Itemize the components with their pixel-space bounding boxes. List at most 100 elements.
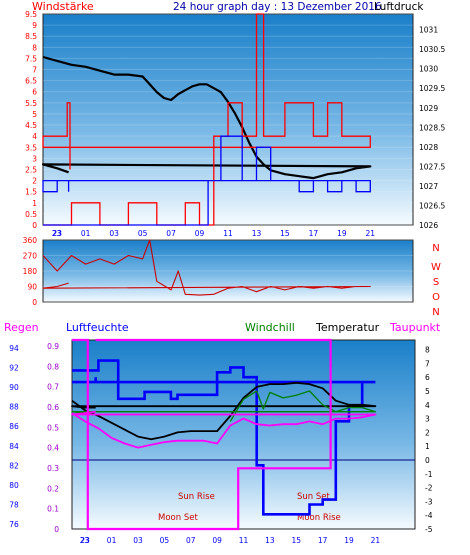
direction-letter-label: N <box>432 307 439 318</box>
wind-tick-label: 7 <box>32 66 37 75</box>
temp-tick-label: -2 <box>425 484 433 493</box>
humidity-tick-label: 92 <box>9 363 19 372</box>
wind-tick-label: 5 <box>32 110 37 119</box>
humidity-tick-label: 80 <box>9 481 19 490</box>
direction-letter-label: N <box>432 243 439 254</box>
rain-tick-label: 0.4 <box>47 444 59 453</box>
wind-tick-label: 5.5 <box>25 99 37 108</box>
chart-title: 24 hour graph day : 13 Dezember 2016 <box>173 1 382 13</box>
wind-direction-line <box>42 239 371 296</box>
temp-tick-label: 8 <box>425 346 430 355</box>
x-tick-label-panel1: 03 <box>109 229 119 238</box>
temp-tick-label: -4 <box>425 511 433 520</box>
dewpoint-line <box>71 410 377 449</box>
pressure-tick-label: 1028.5 <box>419 123 445 132</box>
x-tick-label-panel3: 21 <box>371 536 381 545</box>
wind-tick-label: 3.5 <box>25 143 37 152</box>
pressure-line <box>41 55 372 180</box>
x-tick-label-panel1: 05 <box>138 229 148 238</box>
rain-tick-label: 0.5 <box>47 423 59 432</box>
temperature-label: Temperatur <box>315 321 380 334</box>
x-tick-label-panel3: 13 <box>265 536 275 545</box>
wind-tick-label: 9 <box>32 21 37 30</box>
x-tick-label-panel3: 23 <box>80 536 90 545</box>
x-tick-label-panel1: 19 <box>337 229 347 238</box>
wind-tick-label: 4 <box>32 132 37 141</box>
wind-tick-label: 3 <box>32 154 37 163</box>
wind-tick-label: 6 <box>32 88 37 97</box>
temp-tick-label: 5 <box>425 387 430 396</box>
direction-tick-label: 360 <box>23 236 38 245</box>
x-tick-label-panel3: 07 <box>186 536 196 545</box>
direction-letter-label: S <box>433 277 439 288</box>
x-tick-label-panel1: 01 <box>81 229 91 238</box>
pressure-tick-label: 1031 <box>419 26 438 35</box>
pressure-axis-label: Luftdruck <box>374 1 424 13</box>
x-tick-label-panel3: 19 <box>344 536 354 545</box>
humidity-tick-label: 88 <box>9 403 19 412</box>
moon-rise-annotation: Moon Rise <box>297 513 341 523</box>
wind-tick-label: 0 <box>32 221 37 230</box>
pressure-tick-label: 1030.5 <box>419 45 445 54</box>
x-tick-label-panel3: 01 <box>107 536 117 545</box>
humidity-tick-label: 78 <box>9 501 19 510</box>
direction-tick-label: 270 <box>23 252 38 261</box>
x-tick-label-panel1: 15 <box>280 229 290 238</box>
x-tick-label-panel1: 13 <box>252 229 262 238</box>
pressure-tick-label: 1026.5 <box>419 201 445 210</box>
direction-letter-label: O <box>432 292 440 303</box>
x-tick-label-panel3: 09 <box>212 536 222 545</box>
x-tick-label-panel3: 23 <box>80 536 90 545</box>
x-tick-label-panel1: 09 <box>195 229 205 238</box>
x-tick-label-panel1: 21 <box>366 229 376 238</box>
x-tick-label-panel1: 17 <box>309 229 319 238</box>
humidity-tick-label: 90 <box>9 383 19 392</box>
wind-tick-label: 7.5 <box>25 54 37 63</box>
temp-tick-label: 2 <box>425 428 430 437</box>
pressure-tick-label: 1028 <box>419 143 438 152</box>
wind-tick-label: 2 <box>32 177 37 186</box>
wind-axis-label: Windstärke <box>32 0 94 13</box>
wind-tick-label: 8 <box>32 43 37 52</box>
series-layer <box>41 13 377 531</box>
x-tick-label-panel3: 03 <box>133 536 143 545</box>
temp-tick-label: -1 <box>425 470 433 479</box>
temp-tick-label: 0 <box>425 456 430 465</box>
rain-tick-label: 0.2 <box>47 484 59 493</box>
sun-rise-annotation: Sun Rise <box>178 492 215 502</box>
x-tick-label-panel3: 11 <box>239 536 249 545</box>
daylight-step-line <box>72 338 332 531</box>
humidity-tick-label: 84 <box>9 442 19 451</box>
rain-tick-label: 0 <box>54 525 59 534</box>
humidity-tick-label: 76 <box>9 520 19 529</box>
direction-tick-label: 0 <box>32 298 37 307</box>
temp-tick-label: 3 <box>425 415 430 424</box>
temp-tick-label: 7 <box>425 359 430 368</box>
moon-set-annotation: Moon Set <box>158 513 198 523</box>
rain-tick-label: 0.8 <box>47 362 59 371</box>
tick-labels-layer: 0 0.5 1 1.5 2 2.5 3 3.5 4 4.5 5 5.5 6 6.5 7 7.5 8 8.5 9 9.5… <box>9 10 445 545</box>
windchill-line <box>71 390 377 422</box>
wind-tick-label: 2.5 <box>25 165 37 174</box>
direction-tick-label: 180 <box>23 267 38 276</box>
rain-tick-label: 0.9 <box>47 342 59 351</box>
sun-set-annotation: Sun Set <box>297 492 330 502</box>
wind-tick-label: 1.5 <box>25 188 37 197</box>
wind-tick-label: 0.5 <box>25 210 37 219</box>
humidity-tick-label: 86 <box>9 422 19 431</box>
humidity-label: Luftfeuchte <box>66 321 129 334</box>
pressure-tick-label: 1027.5 <box>419 162 445 171</box>
wind-tick-label: 8.5 <box>25 32 37 41</box>
dewpoint-label: Taupunkt <box>389 321 441 334</box>
x-tick-label-panel1: 23 <box>52 229 62 238</box>
x-tick-label-panel1: 11 <box>223 229 233 238</box>
temp-tick-label: 1 <box>425 442 430 451</box>
temp-tick-label: 6 <box>425 373 430 382</box>
wind-tick-label: 1 <box>32 199 37 208</box>
x-tick-label-panel1: 07 <box>166 229 176 238</box>
humidity-tick-label: 82 <box>9 461 19 470</box>
pressure-tick-label: 1029 <box>419 104 438 113</box>
x-tick-label-panel3: 15 <box>291 536 301 545</box>
temp-tick-label: -5 <box>425 525 433 534</box>
